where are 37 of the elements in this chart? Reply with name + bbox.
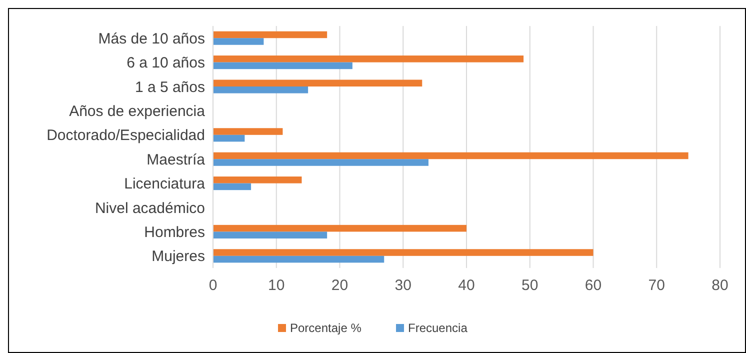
bar bbox=[213, 152, 688, 160]
legend-label: Porcentaje % bbox=[290, 321, 362, 335]
x-tick-label: 20 bbox=[331, 277, 348, 294]
y-tick-label: 6 a 10 años bbox=[126, 54, 205, 72]
bar bbox=[213, 224, 466, 232]
bar bbox=[213, 183, 252, 190]
x-tick-label: 80 bbox=[712, 277, 728, 294]
bar bbox=[213, 232, 328, 238]
bar bbox=[213, 249, 594, 256]
bar bbox=[213, 31, 328, 38]
y-tick-label: Nivel académico bbox=[94, 200, 205, 217]
y-tick-label: Doctorado/Especialidad bbox=[46, 127, 205, 144]
x-tick-label: 30 bbox=[394, 277, 412, 294]
y-tick-label: Mujeres bbox=[152, 248, 205, 266]
y-tick-label: 1 a 5 años bbox=[134, 78, 205, 96]
bar bbox=[213, 80, 422, 86]
bar bbox=[213, 62, 352, 70]
bar bbox=[213, 128, 283, 135]
y-tick-label: Licenciatura bbox=[124, 176, 206, 193]
x-tick-label: 70 bbox=[648, 277, 665, 294]
y-tick-label: Maestría bbox=[146, 151, 206, 168]
y-tick-label: Años de experiencia bbox=[69, 102, 206, 120]
bar bbox=[213, 256, 384, 263]
legend-label: Frecuencia bbox=[408, 321, 468, 335]
bar bbox=[213, 134, 245, 142]
y-tick-label: Más de 10 años bbox=[98, 30, 205, 48]
bar bbox=[213, 176, 302, 184]
bar bbox=[213, 56, 524, 62]
x-tick-label: 10 bbox=[268, 277, 285, 294]
x-tick-label: 60 bbox=[584, 277, 602, 294]
bar bbox=[213, 159, 428, 166]
x-tick-label: 0 bbox=[208, 277, 218, 294]
bar bbox=[213, 38, 264, 45]
x-tick-label: 40 bbox=[458, 277, 475, 294]
y-tick-label: Hombres bbox=[144, 224, 205, 241]
bar bbox=[213, 86, 308, 94]
x-tick-label: 50 bbox=[522, 277, 538, 294]
